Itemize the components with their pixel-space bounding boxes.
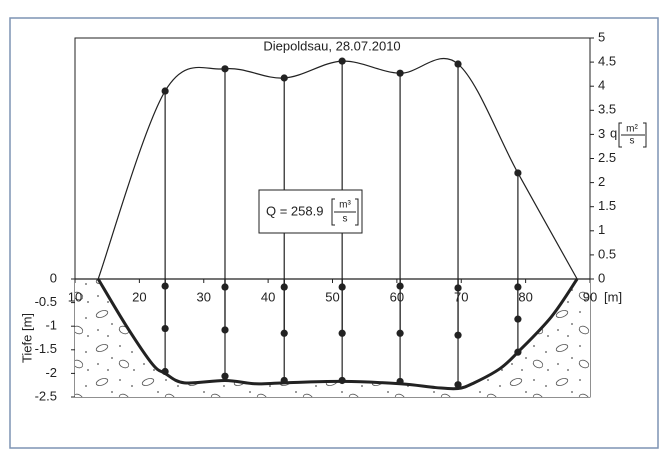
annotation: Q = 258.9 bbox=[266, 203, 323, 218]
y2-tick-label: 3.5 bbox=[598, 102, 616, 117]
annotation-denominator: s bbox=[343, 214, 348, 225]
q-point bbox=[339, 58, 346, 65]
y2-tick-label: 2.5 bbox=[598, 150, 616, 165]
x-unit: [m] bbox=[604, 289, 622, 304]
y2-unit-numerator: m² bbox=[626, 124, 638, 135]
y-tick-label: -1.5 bbox=[35, 341, 57, 356]
measurement-point bbox=[339, 377, 346, 384]
chart-title: Diepoldsau, 28.07.2010 bbox=[263, 38, 400, 53]
y-tick-label: -0.5 bbox=[35, 294, 57, 309]
measurement-point bbox=[396, 378, 403, 385]
measurement-point bbox=[454, 284, 461, 291]
y2-tick-label: 0.5 bbox=[598, 246, 616, 261]
y2-unit-denominator: s bbox=[630, 136, 635, 147]
measurement-point bbox=[454, 332, 461, 339]
y-tick-label: 0 bbox=[50, 270, 57, 285]
y2-tick-label: 1 bbox=[598, 222, 605, 237]
measurement-point bbox=[514, 316, 521, 323]
measurement-point bbox=[221, 373, 228, 380]
measurement-point bbox=[454, 381, 461, 388]
measurement-point bbox=[162, 368, 169, 375]
measurement-point bbox=[514, 349, 521, 356]
x-tick-label: 40 bbox=[261, 289, 275, 304]
y-tick-label: -2 bbox=[45, 365, 57, 380]
y2-tick-label: 4 bbox=[598, 78, 605, 93]
x-tick-label: 20 bbox=[132, 289, 146, 304]
annotation-numerator: m³ bbox=[339, 200, 351, 211]
q-point bbox=[396, 70, 403, 77]
measurement-point bbox=[339, 330, 346, 337]
measurement-point bbox=[396, 330, 403, 337]
x-tick-label: 90 bbox=[583, 289, 597, 304]
x-tick-label: 80 bbox=[518, 289, 532, 304]
q-curve bbox=[98, 59, 577, 279]
y2-tick-label: 1.5 bbox=[598, 198, 616, 213]
y2-axis-label: q bbox=[610, 125, 617, 140]
measurement-point bbox=[339, 283, 346, 290]
q-point bbox=[454, 60, 461, 67]
x-tick-label: 50 bbox=[325, 289, 339, 304]
y2-tick-label: 3 bbox=[598, 126, 605, 141]
y2-tick-label: 4.5 bbox=[598, 54, 616, 69]
measurement-point bbox=[396, 282, 403, 289]
measurement-point bbox=[281, 283, 288, 290]
q-point bbox=[281, 74, 288, 81]
measurement-point bbox=[514, 283, 521, 290]
x-tick-label: 30 bbox=[197, 289, 211, 304]
measurement-point bbox=[162, 325, 169, 332]
measurement-point bbox=[162, 282, 169, 289]
q-point bbox=[162, 87, 169, 94]
q-point bbox=[221, 65, 228, 72]
measurement-point bbox=[221, 283, 228, 290]
x-tick-label: 60 bbox=[390, 289, 404, 304]
y-tick-label: -1 bbox=[45, 318, 57, 333]
q-point bbox=[514, 169, 521, 176]
measurement-point bbox=[281, 330, 288, 337]
measurement-point bbox=[281, 377, 288, 384]
x-tick-label: 70 bbox=[454, 289, 468, 304]
y-tick-label: -2.5 bbox=[35, 388, 57, 403]
chart: Diepoldsau, 28.07.2010 Tiefe [m] [m] q m… bbox=[0, 0, 670, 450]
y2-tick-label: 0 bbox=[598, 270, 605, 285]
y2-tick-label: 5 bbox=[598, 29, 605, 44]
y2-tick-label: 2 bbox=[598, 174, 605, 189]
y-axis-label: Tiefe [m] bbox=[19, 313, 34, 363]
measurement-point bbox=[221, 326, 228, 333]
